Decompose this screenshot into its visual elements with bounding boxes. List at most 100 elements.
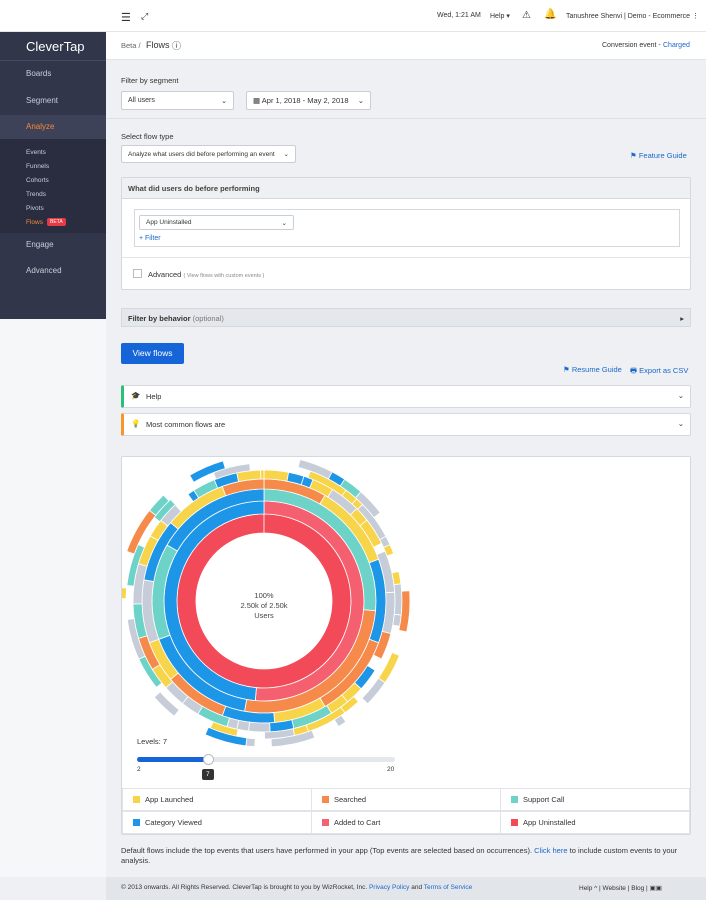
nav-item-active[interactable]: Analyze	[0, 115, 106, 139]
chart-panel: 100% 2.50k of 2.50k Users Levels: 7 2 20…	[121, 456, 691, 835]
copyright: © 2013 onwards. All Rights Reserved. Cle…	[121, 884, 368, 891]
behavior-bar[interactable]: Filter by behavior (optional) ▸	[121, 308, 691, 327]
footer-link[interactable]: Help ^	[579, 885, 598, 892]
select-text: Analyze what users did before performing…	[128, 150, 275, 158]
sunburst-arc[interactable]	[333, 714, 347, 728]
sunburst-arc[interactable]	[398, 590, 411, 633]
sidebar: CleverTap Boards Segment Analyze Events …	[0, 32, 106, 319]
social-icons[interactable]: ▣▣	[649, 885, 662, 892]
help-icon[interactable]: ⓘ	[172, 41, 182, 51]
legend-item: Category Viewed	[122, 811, 312, 834]
sub-item[interactable]: Events	[26, 149, 46, 156]
chevron: ⌄	[677, 419, 684, 428]
legend-item: App Launched	[122, 788, 312, 811]
sunburst-arc[interactable]	[355, 491, 381, 519]
swatch	[322, 819, 329, 826]
alert-icon[interactable]: ⚠	[522, 10, 531, 21]
help-menu[interactable]: Help ▾	[490, 13, 510, 20]
bell-icon[interactable]: 🔔	[544, 9, 557, 20]
swatch	[133, 819, 140, 826]
panel-title: Help	[146, 392, 162, 401]
note-link[interactable]: Click here	[534, 846, 568, 855]
slider-track[interactable]	[137, 757, 395, 762]
select-text: App Uninstalled	[146, 219, 192, 226]
note-text: Default flows include the top events tha…	[121, 846, 533, 855]
behavior-hint: (optional)	[192, 314, 224, 323]
breadcrumb: Beta / Flows ⓘ Conversion event - Charge…	[106, 32, 706, 60]
footer-link[interactable]: Blog	[631, 885, 645, 892]
slider-tooltip: 7	[202, 769, 214, 780]
link-text: Export as CSV	[639, 366, 689, 375]
sunburst-arc[interactable]	[383, 544, 395, 557]
label: Select flow type	[121, 132, 174, 141]
feature-guide[interactable]: ⚑ Feature Guide	[630, 151, 687, 160]
nav-item[interactable]: Segment	[26, 96, 59, 105]
flow-select[interactable]: Analyze what users did before performing…	[121, 145, 296, 163]
help-panel[interactable]: 🎓 Help ⌄	[121, 385, 691, 408]
sunburst-arc[interactable]	[126, 618, 146, 660]
sunburst-arc[interactable]	[391, 571, 402, 586]
legend-text: App Uninstalled	[523, 818, 576, 827]
sub-item[interactable]: Cohorts	[26, 177, 49, 184]
sub-item-active[interactable]: Flows	[26, 219, 43, 226]
sunburst-arc[interactable]	[122, 587, 128, 600]
sunburst-arc[interactable]	[204, 726, 248, 747]
export-csv[interactable]: 🖶 Export as CSV	[630, 366, 689, 375]
crumb-parent[interactable]: Beta /	[121, 41, 141, 50]
legend-text: Searched	[334, 795, 367, 804]
advanced-hint: ( View flows with custom events )	[183, 273, 265, 279]
divider	[106, 118, 706, 119]
note-tail: to include custom events to your analysi…	[121, 846, 678, 865]
crumb-current: Flows	[146, 40, 170, 50]
terms-link[interactable]: Terms of Service	[423, 884, 473, 891]
nav-item[interactable]: Boards	[26, 69, 52, 78]
legend-text: Category Viewed	[145, 818, 202, 827]
conversion-value[interactable]: Charged	[663, 42, 690, 49]
topbar: ☰ ⤢ Wed, 1:21 AM Help ▾ ⚠ 🔔 Tanushree Sh…	[0, 0, 706, 32]
sunburst-arc[interactable]	[361, 677, 386, 705]
sub-item[interactable]: Pivots	[26, 205, 44, 212]
sunburst-arc[interactable]	[372, 630, 392, 660]
nav-item[interactable]: Advanced	[26, 266, 62, 275]
view-flows-button[interactable]: View flows	[121, 343, 184, 364]
menu-icon[interactable]: ☰	[121, 12, 131, 24]
legend-item: App Uninstalled	[500, 811, 690, 834]
sub-item[interactable]: Trends	[26, 191, 46, 198]
sunburst-arc[interactable]	[126, 544, 145, 587]
divider	[122, 257, 690, 258]
icon: 💡	[131, 419, 141, 428]
logo[interactable]: CleverTap	[26, 39, 85, 54]
add-filter[interactable]: + Filter	[139, 235, 161, 242]
datetime: Wed, 1:21 AM	[437, 12, 481, 19]
submenu	[0, 139, 106, 233]
user-menu[interactable]: Tanushree Shenvi | Demo - Ecommerce ⋮	[566, 13, 699, 20]
sunburst-arc[interactable]	[248, 721, 271, 733]
divider	[0, 60, 106, 61]
resume-guide[interactable]: ⚑ Resume Guide	[563, 365, 622, 374]
percent: 100%	[254, 591, 274, 600]
privacy-link[interactable]: Privacy Policy	[368, 884, 410, 891]
sunburst-arc[interactable]	[260, 469, 265, 480]
sunburst-arc[interactable]	[148, 494, 170, 516]
legend-item: Searched	[311, 788, 501, 811]
slider-fill	[137, 757, 209, 762]
slider-knob[interactable]	[203, 754, 214, 765]
event-select[interactable]: App Uninstalled ⌄	[139, 215, 294, 230]
nav-item[interactable]: Engage	[26, 240, 54, 249]
swatch	[511, 796, 518, 803]
sunburst-arc[interactable]	[270, 729, 316, 748]
checkbox[interactable]	[133, 269, 142, 278]
sunburst	[122, 459, 411, 748]
sub-item[interactable]: Funnels	[26, 163, 50, 170]
flows-panel[interactable]: 💡 Most common flows are ⌄	[121, 413, 691, 436]
expand-icon[interactable]: ⤢	[141, 11, 149, 21]
date-select[interactable]: ▦ Apr 1, 2018 - May 2, 2018 ⌄	[246, 91, 371, 110]
sunburst-arc[interactable]	[189, 460, 226, 483]
sunburst-arc[interactable]	[153, 691, 180, 717]
sidebar-blank	[0, 319, 106, 877]
segment-select[interactable]: All users ⌄	[121, 91, 234, 110]
footer-link[interactable]: Website	[602, 885, 626, 892]
sunburst-arc[interactable]	[393, 583, 403, 616]
sunburst-arc[interactable]	[245, 737, 256, 748]
date-text: ▦ Apr 1, 2018 - May 2, 2018	[253, 96, 349, 105]
